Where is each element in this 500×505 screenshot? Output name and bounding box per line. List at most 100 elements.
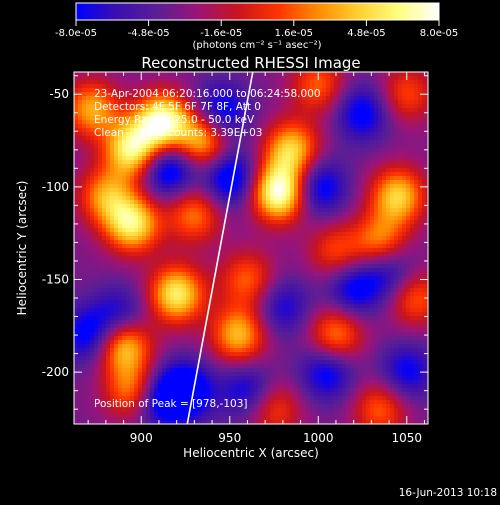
heatmap-cell <box>382 268 387 273</box>
heatmap-cell <box>294 168 299 173</box>
heatmap-cell <box>170 276 175 281</box>
heatmap-cell <box>158 280 163 285</box>
heatmap-cell <box>270 244 275 249</box>
heatmap-cell <box>198 260 203 265</box>
heatmap-cell <box>150 216 155 221</box>
heatmap-cell <box>322 72 327 77</box>
heatmap-cell <box>330 164 335 169</box>
heatmap-cell <box>130 140 135 145</box>
heatmap-cell <box>86 176 91 181</box>
heatmap-cell <box>142 176 147 181</box>
heatmap-cell <box>278 232 283 237</box>
heatmap-cell <box>346 156 351 161</box>
heatmap-cell <box>174 240 179 245</box>
heatmap-cell <box>350 172 355 177</box>
heatmap-cell <box>166 80 171 85</box>
heatmap-cell <box>390 176 395 181</box>
heatmap-cell <box>378 248 383 253</box>
heatmap-cell <box>190 216 195 221</box>
heatmap-cell <box>402 132 407 137</box>
heatmap-cell <box>410 124 415 129</box>
heatmap-cell <box>322 164 327 169</box>
heatmap-cell <box>254 248 259 253</box>
heatmap-cell <box>82 160 87 165</box>
heatmap-cell <box>358 92 363 97</box>
heatmap-cell <box>354 204 359 209</box>
heatmap-cell <box>266 248 271 253</box>
heatmap-cell <box>370 240 375 245</box>
heatmap-cell <box>262 148 267 153</box>
heatmap-cell <box>322 184 327 189</box>
heatmap-cell <box>134 208 139 213</box>
heatmap-cell <box>418 280 423 285</box>
heatmap-cell <box>238 204 243 209</box>
heatmap-cell <box>202 212 207 217</box>
heatmap-cell <box>278 188 283 193</box>
heatmap-cell <box>194 288 199 293</box>
heatmap-cell <box>250 276 255 281</box>
heatmap-cell <box>382 148 387 153</box>
heatmap-cell <box>338 96 343 101</box>
heatmap-cell <box>362 160 367 165</box>
heatmap-cell <box>174 80 179 85</box>
heatmap-cell <box>306 136 311 141</box>
heatmap-cell <box>370 284 375 289</box>
heatmap-cell <box>94 192 99 197</box>
heatmap-cell <box>142 144 147 149</box>
heatmap-cell <box>182 176 187 181</box>
heatmap-cell <box>314 80 319 85</box>
heatmap-cell <box>130 180 135 185</box>
heatmap-cell <box>110 292 115 297</box>
heatmap-cell <box>390 144 395 149</box>
heatmap-cell <box>366 188 371 193</box>
heatmap-cell <box>138 280 143 285</box>
heatmap-cell <box>282 188 287 193</box>
heatmap-cell <box>146 172 151 177</box>
heatmap-cell <box>362 96 367 101</box>
heatmap-cell <box>114 176 119 181</box>
heatmap-cell <box>286 276 291 281</box>
heatmap-cell <box>154 192 159 197</box>
heatmap-cell <box>338 260 343 265</box>
heatmap-cell <box>306 220 311 225</box>
heatmap-cell <box>302 192 307 197</box>
heatmap-cell <box>422 244 427 249</box>
heatmap-cell <box>326 280 331 285</box>
heatmap-cell <box>254 156 259 161</box>
heatmap-cell <box>214 156 219 161</box>
heatmap-cell <box>226 268 231 273</box>
heatmap-cell <box>314 160 319 165</box>
heatmap-cell <box>378 172 383 177</box>
heatmap-cell <box>370 128 375 133</box>
heatmap-cell <box>274 140 279 145</box>
heatmap-cell <box>390 196 395 201</box>
heatmap-cell <box>246 268 251 273</box>
heatmap-cell <box>90 192 95 197</box>
heatmap-cell <box>382 276 387 281</box>
heatmap-cell <box>262 228 267 233</box>
heatmap-cell <box>326 108 331 113</box>
heatmap-cell <box>206 156 211 161</box>
heatmap-cell <box>374 108 379 113</box>
heatmap-cell <box>162 220 167 225</box>
heatmap-cell <box>174 272 179 277</box>
heatmap-cell <box>154 164 159 169</box>
heatmap-cell <box>358 108 363 113</box>
heatmap-cell <box>78 116 83 121</box>
heatmap-cell <box>86 76 91 81</box>
heatmap-cell <box>398 136 403 141</box>
heatmap-cell <box>326 236 331 241</box>
heatmap-cell <box>410 140 415 145</box>
heatmap-cell <box>350 92 355 97</box>
heatmap-cell <box>354 208 359 213</box>
heatmap-cell <box>398 120 403 125</box>
heatmap-cell <box>234 204 239 209</box>
heatmap-cell <box>370 180 375 185</box>
heatmap-cell <box>142 204 147 209</box>
heatmap-cell <box>362 252 367 257</box>
heatmap-cell <box>410 268 415 273</box>
heatmap-cell <box>322 120 327 125</box>
heatmap-cell <box>278 204 283 209</box>
heatmap-cell <box>290 164 295 169</box>
heatmap-cell <box>222 288 227 293</box>
